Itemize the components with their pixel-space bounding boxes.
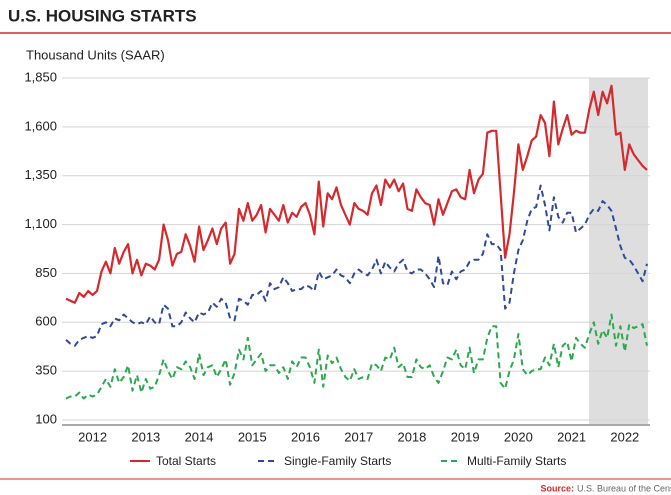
x-tick-label: 2016 bbox=[291, 429, 320, 444]
x-tick-label: 2013 bbox=[131, 429, 160, 444]
y-tick-label: 350 bbox=[35, 363, 57, 378]
legend-label: Total Starts bbox=[156, 454, 216, 468]
x-tick-label: 2022 bbox=[610, 429, 639, 444]
series-line bbox=[65, 84, 648, 304]
series-line bbox=[65, 184, 648, 347]
source: U.S. Bureau of the Cens bbox=[577, 483, 671, 493]
series-line bbox=[65, 313, 648, 400]
source-label: Source: bbox=[540, 483, 574, 493]
x-tick-label: 2019 bbox=[451, 429, 480, 444]
y-tick-label: 1,850 bbox=[24, 69, 57, 84]
highlight-region bbox=[589, 78, 648, 424]
legend-label: Single-Family Starts bbox=[284, 454, 391, 468]
x-tick-label: 2015 bbox=[238, 429, 267, 444]
x-tick-label: 2021 bbox=[557, 429, 586, 444]
y-tick-label: 100 bbox=[35, 411, 57, 426]
x-tick-label: 2020 bbox=[504, 429, 533, 444]
x-tick-label: 2014 bbox=[185, 429, 214, 444]
y-tick-label: 850 bbox=[35, 265, 57, 280]
legend-label: Multi-Family Starts bbox=[467, 454, 566, 468]
y-axis-label: Thousand Units (SAAR) bbox=[26, 47, 165, 62]
x-tick-label: 2018 bbox=[397, 429, 426, 444]
y-tick-label: 600 bbox=[35, 314, 57, 329]
y-tick-label: 1,600 bbox=[24, 118, 57, 133]
y-tick-label: 1,100 bbox=[24, 216, 57, 231]
chart-title: U.S. HOUSING STARTS bbox=[8, 6, 197, 25]
y-tick-label: 1,350 bbox=[24, 167, 57, 182]
x-tick-label: 2012 bbox=[78, 429, 107, 444]
x-tick-label: 2017 bbox=[344, 429, 373, 444]
